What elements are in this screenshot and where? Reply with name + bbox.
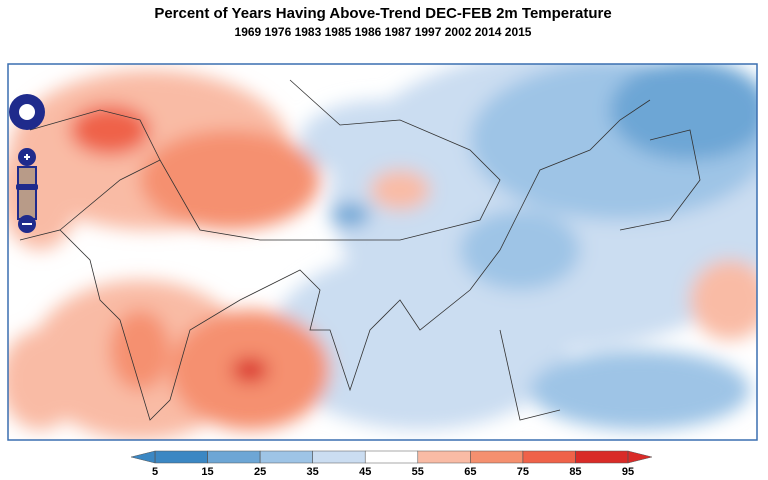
colorbar-segment [417, 450, 471, 464]
colorbar-extend-high [627, 450, 653, 464]
colorbar: 5 15 25 35 45 55 65 75 85 95 [130, 450, 653, 478]
map-title: Percent of Years Having Above-Trend DEC-… [154, 5, 611, 22]
zoom-controls[interactable] [9, 94, 45, 233]
colorbar-tick-label: 15 [201, 466, 213, 478]
map-field [8, 64, 757, 440]
colorbar-tick-label: 85 [569, 466, 581, 478]
colorbar-segment [575, 450, 629, 464]
colorbar-tick-label: 25 [254, 466, 266, 478]
colorbar-tick-label: 75 [517, 466, 529, 478]
colorbar-tick-label: 95 [622, 466, 634, 478]
colorbar-segment [364, 450, 419, 464]
colorbar-segment [470, 450, 524, 464]
map-frame [7, 63, 758, 441]
colorbar-tick-label: 35 [307, 466, 319, 478]
map-subtitle: 1969 1976 1983 1985 1986 1987 1997 2002 … [235, 25, 532, 39]
colorbar-tick-label: 55 [412, 466, 424, 478]
colorbar-segment [259, 450, 313, 464]
colorbar-segment [154, 450, 208, 464]
colorbar-extend-low [130, 450, 156, 464]
colorbar-segment [207, 450, 261, 464]
colorbar-tick-label: 5 [152, 466, 158, 478]
colorbar-segment [312, 450, 366, 464]
colorbar-segment [522, 450, 576, 464]
colorbar-tick-label: 45 [359, 466, 371, 478]
zoom-slider[interactable] [17, 166, 37, 220]
colorbar-tick-label: 65 [464, 466, 476, 478]
